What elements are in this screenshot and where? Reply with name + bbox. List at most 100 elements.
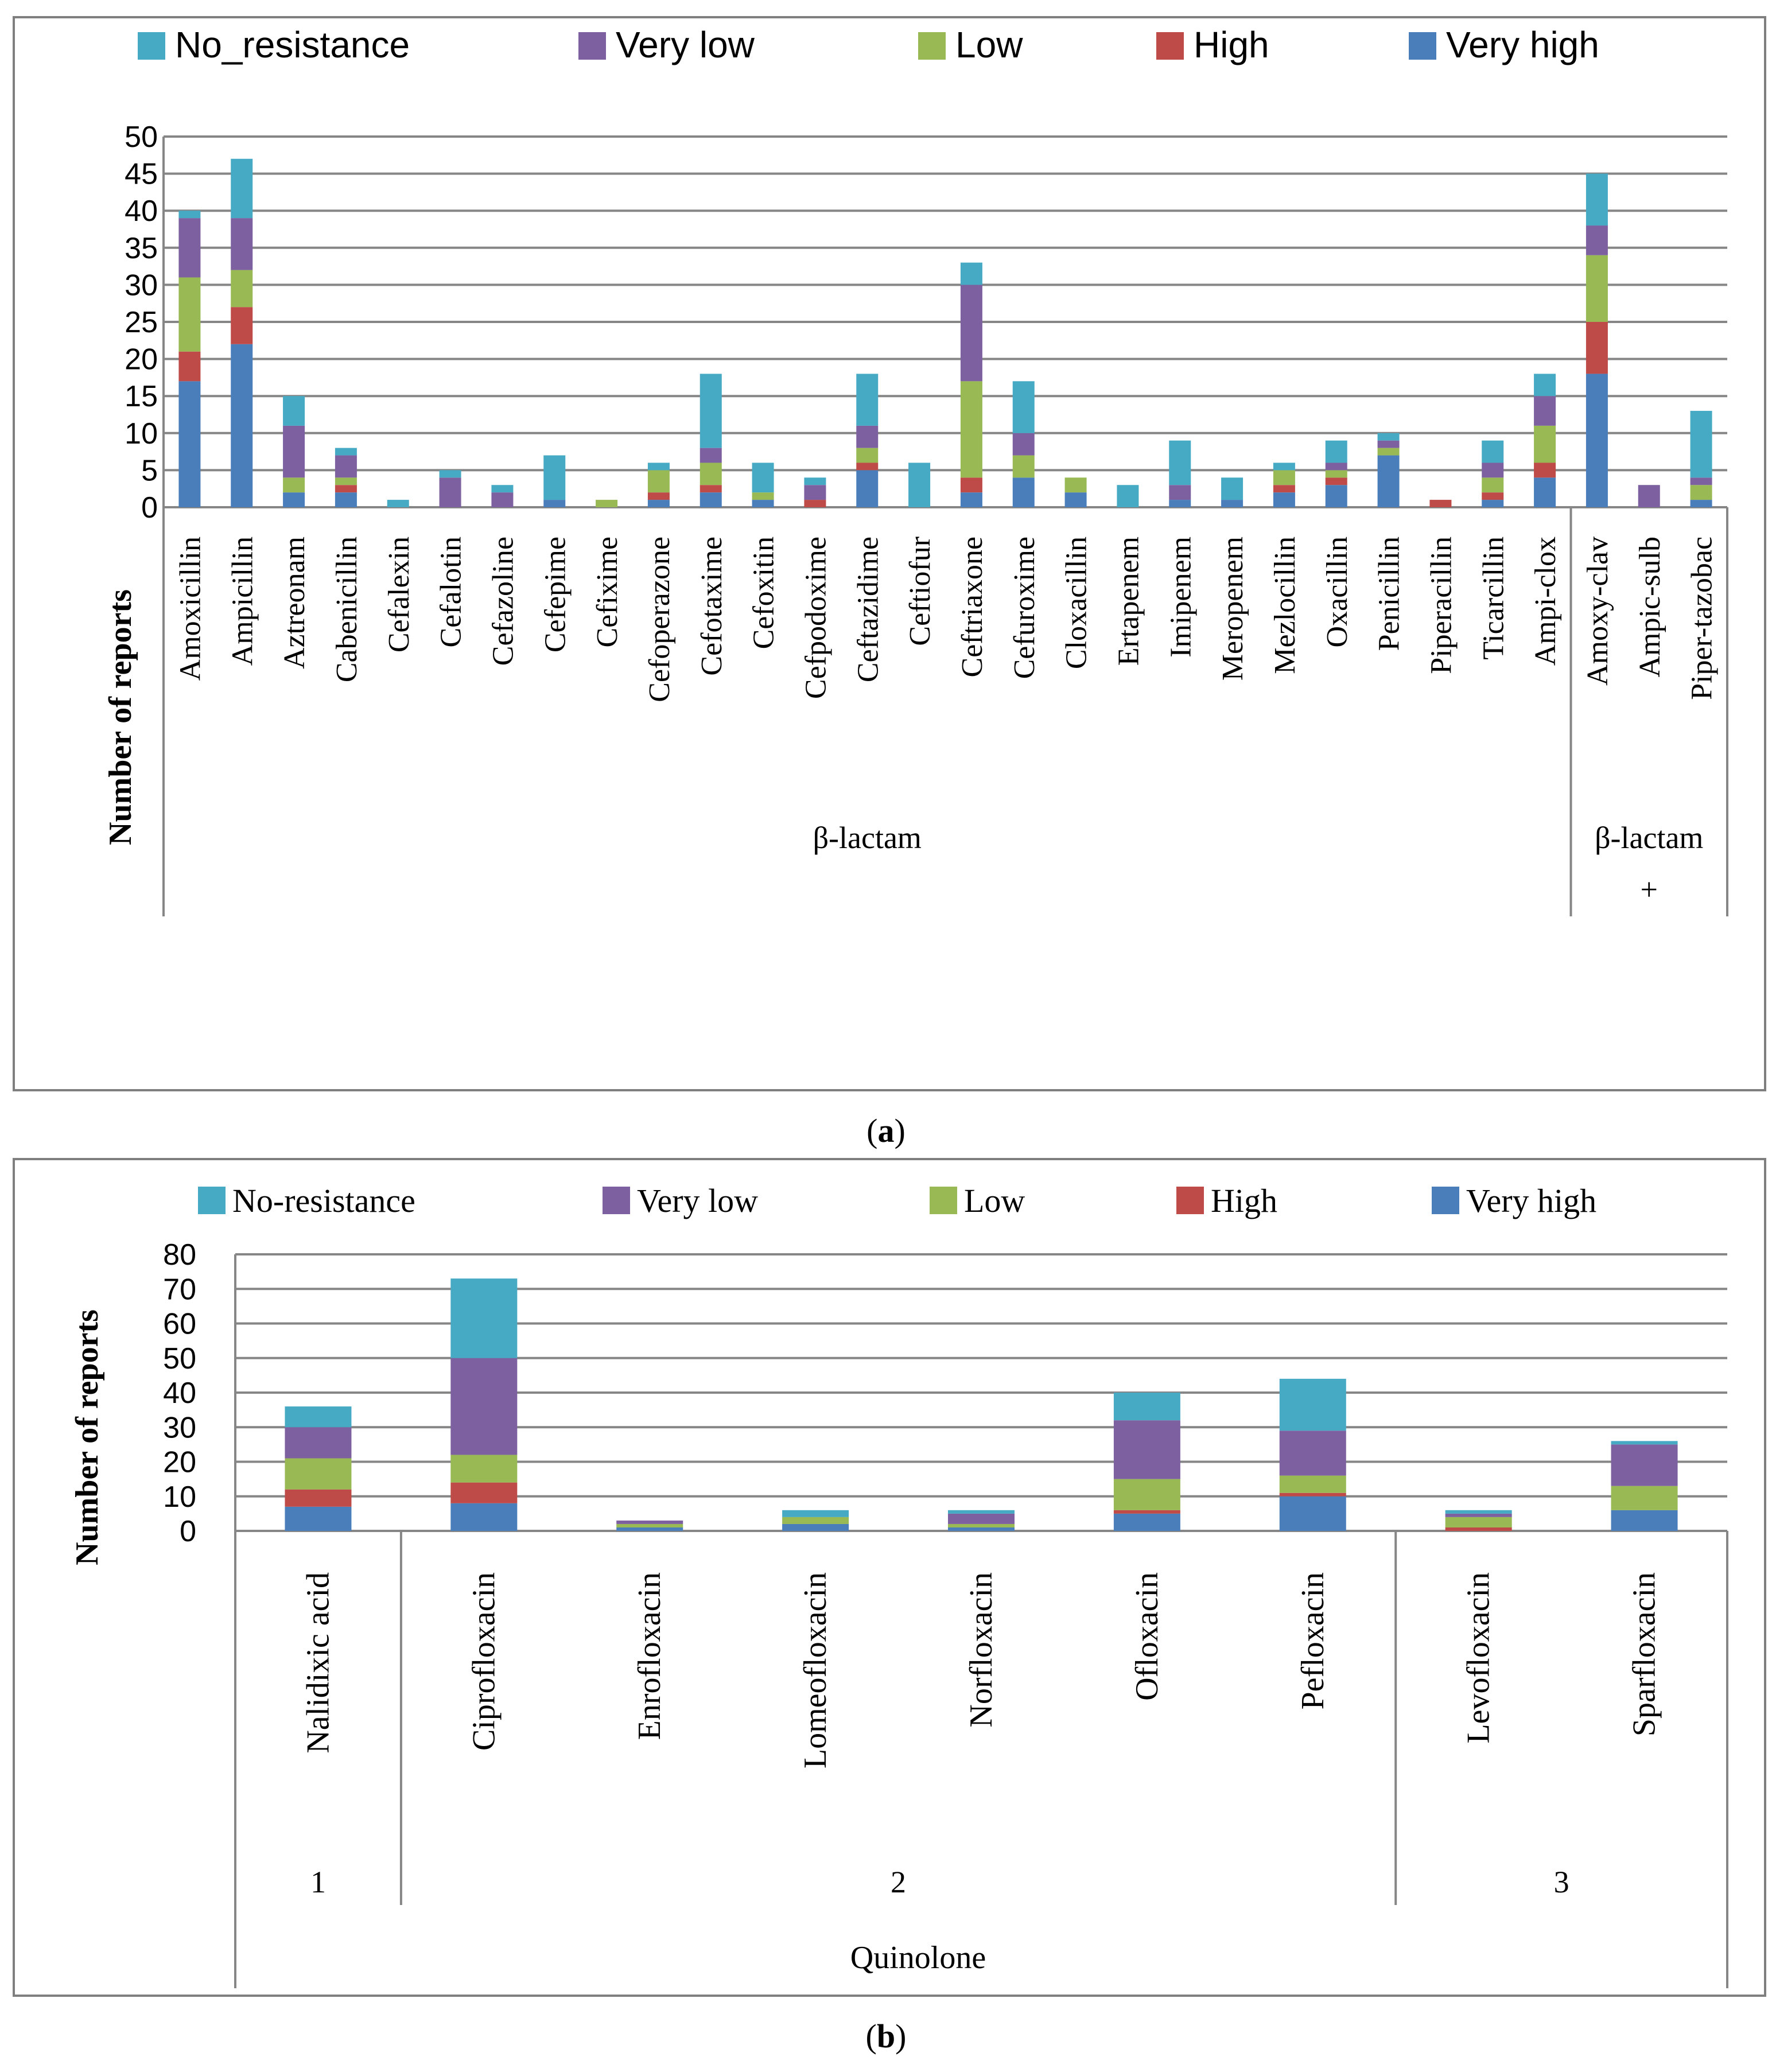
category-label-cefuroxime: Cefuroxime (1008, 537, 1041, 679)
category-label-ceftazidime: Ceftazidime (852, 537, 884, 682)
bar-penicillin-no-resistance (1377, 433, 1400, 441)
group-label-1: β-lactam (813, 821, 922, 855)
chart-panel-b: No-resistance Very low Low High Very high 01… (13, 1158, 1766, 1997)
bar-cefoxitin-no-resistance (752, 462, 774, 493)
legend-swatch-no-resistance (198, 1187, 226, 1214)
bar-ampi-clox-no-resistance (1534, 374, 1556, 396)
x-axis-label-b: Quinolone (850, 1940, 986, 1976)
legend-label-very-high: Very high (1446, 24, 1599, 65)
bar-sparfloxacin-no-resistance (1611, 1441, 1678, 1445)
legend-label-no-resistance: No_resistance (175, 24, 410, 65)
bar-ampi-clox-high (1534, 462, 1556, 478)
bar-sparfloxacin-very-high (1611, 1510, 1678, 1531)
bar-aztreonam-no-resistance (283, 396, 305, 426)
legend-label-very-high: Very high (1466, 1182, 1596, 1219)
bar-ofloxacin-very-high (1113, 1513, 1180, 1531)
bar-cabenicillin-no-resistance (335, 448, 357, 456)
legend-swatch-high (1176, 1187, 1204, 1214)
bar-cefuroxime-low (1012, 455, 1035, 478)
bar-cabenicillin-very-high (335, 492, 357, 507)
bar-cefotaxime-high (700, 485, 722, 493)
bar-ampi-clox-very-high (1534, 477, 1556, 507)
bar-amoxy-clav-high (1586, 322, 1608, 374)
bar-ceftazidime-low (856, 448, 879, 463)
bar-cabenicillin-low (335, 477, 357, 485)
bar-pefloxacin-very-high (1279, 1496, 1346, 1531)
bar-ampic-sulb-very-low (1638, 485, 1660, 507)
bar-meropenem-no-resistance (1221, 477, 1243, 500)
bar-amoxy-clav-no-resistance (1586, 173, 1608, 226)
bar-cefoxitin-low (752, 492, 774, 500)
category-label-cefazoline: Cefazoline (487, 537, 519, 666)
category-label-imipenem: Imipenem (1164, 537, 1197, 658)
bar-ampicillin-very-low (231, 218, 253, 270)
legend-swatch-no-resistance (138, 32, 165, 60)
bar-cefpodoxime-very-low (804, 485, 826, 500)
caption-a-letter: a (878, 1112, 895, 1149)
bar-norfloxacin-very-low (948, 1513, 1015, 1524)
caption-a: (a) (866, 1112, 906, 1149)
group-label-3: 3 (1554, 1865, 1569, 1899)
bar-imipenem-very-high (1169, 500, 1191, 507)
category-label-pefloxacin: Pefloxacin (1295, 1572, 1331, 1709)
bar-cefpodoxime-no-resistance (804, 477, 826, 485)
bar-ceftriaxone-very-high (960, 492, 982, 507)
bar-imipenem-no-resistance (1169, 440, 1191, 485)
bar-piper-tazobac-no-resistance (1690, 411, 1712, 478)
y-tick-label: 40 (163, 1377, 196, 1410)
category-label-mezlocillin: Mezlocillin (1269, 537, 1301, 674)
category-label-amoxicillin: Amoxicillin (174, 537, 207, 681)
y-tick-label: 40 (125, 195, 158, 228)
bar-norfloxacin-low (948, 1523, 1015, 1527)
bar-cloxacillin-low (1064, 477, 1087, 493)
y-tick-label: 30 (163, 1411, 196, 1444)
bar-ticarcillin-high (1482, 492, 1504, 500)
bar-amoxy-clav-very-low (1586, 226, 1608, 255)
category-label-piperacillin: Piperacillin (1425, 537, 1458, 674)
group-label-2: β-lactam (1595, 821, 1703, 855)
bar-sparfloxacin-very-low (1611, 1444, 1678, 1486)
category-label-lomeofloxacin: Lomeofloxacin (798, 1572, 833, 1768)
legend-swatch-very-low (603, 1187, 630, 1214)
category-label-aztreonam: Aztreonam (278, 537, 311, 669)
bar-ticarcillin-no-resistance (1482, 440, 1504, 463)
category-label-ceftriaxone: Ceftriaxone (956, 537, 989, 677)
bar-norfloxacin-very-high (948, 1527, 1015, 1531)
bar-ofloxacin-high (1113, 1510, 1180, 1514)
gridlines-a (162, 135, 1727, 916)
bar-enrofloxacin-very-high (616, 1527, 683, 1531)
category-label-oxacillin: Oxacillin (1321, 537, 1354, 648)
category-label-cefalotin: Cefalotin (435, 537, 468, 648)
bar-cefixime-low (596, 500, 618, 507)
bar-piper-tazobac-very-low (1690, 477, 1712, 485)
bar-ciprofloxacin-very-low (450, 1358, 518, 1455)
bar-aztreonam-low (283, 477, 305, 493)
bar-ticarcillin-very-low (1482, 462, 1504, 478)
bar-ampi-clox-low (1534, 425, 1556, 463)
bar-levofloxacin-low (1445, 1517, 1512, 1527)
legend-a: No_resistance Very low Low High Very high (138, 24, 1599, 65)
category-label-cefepime: Cefepime (539, 537, 572, 652)
bar-piperacillin-high (1429, 500, 1452, 507)
group-label-2-line2: + (1641, 872, 1658, 907)
legend-b: No-resistance Very low Low High Very high (198, 1182, 1596, 1219)
bar-amoxy-clav-very-high (1586, 374, 1608, 507)
category-label-cefotaxime: Cefotaxime (695, 537, 728, 676)
legend-label-low: Low (964, 1182, 1025, 1219)
bar-ceftriaxone-high (960, 477, 982, 493)
category-label-norfloxacin: Norfloxacin (963, 1572, 999, 1728)
group-label-2: 2 (891, 1865, 906, 1899)
y-tick-label: 10 (163, 1480, 196, 1514)
bar-levofloxacin-very-low (1445, 1513, 1512, 1517)
category-label-amoxy-clav: Amoxy-clav (1581, 537, 1614, 686)
category-label-penicillin: Penicillin (1373, 537, 1406, 651)
y-tick-label: 80 (163, 1238, 196, 1272)
bar-ertapenem-no-resistance (1117, 485, 1139, 507)
y-tick-label: 50 (125, 120, 158, 154)
bar-oxacillin-high (1325, 477, 1347, 485)
bar-lomeofloxacin-no-resistance (782, 1510, 849, 1517)
group-labels-b: 1 2 3 (310, 1531, 1728, 1988)
bar-ceftriaxone-low (960, 381, 982, 478)
bar-ampicillin-very-high (231, 344, 253, 507)
